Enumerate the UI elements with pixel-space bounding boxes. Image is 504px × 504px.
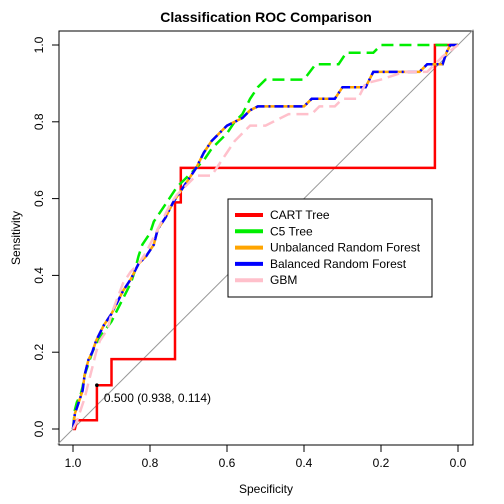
series-line-cart-tree xyxy=(73,43,458,431)
legend-label: CART Tree xyxy=(270,208,330,222)
series-line-gbm xyxy=(71,43,459,430)
x-tick-label: 0.4 xyxy=(296,456,313,470)
threshold-annotation: 0.500 (0.938, 0.114) xyxy=(104,391,211,405)
y-axis-label: Sensitivity xyxy=(9,211,23,265)
legend-label: Unbalanced Random Forest xyxy=(270,241,421,255)
x-tick-label: 0.0 xyxy=(450,456,467,470)
legend: CART Tree C5 Tree Unbalanced Random Forest… xyxy=(227,198,433,298)
y-tick-label: 0.4 xyxy=(32,267,46,284)
chart-title: Classification ROC Comparison xyxy=(160,9,372,25)
series-line-balanced-random-forest xyxy=(71,43,458,430)
plot-area: 0.0 0.2 0.4 0.6 0.8 1.0 1.0 0.8 0.6 0.4 0.2 0.0 0.50… xyxy=(32,29,474,470)
y-tick-label: 0.2 xyxy=(32,344,46,361)
x-tick-label: 0.8 xyxy=(142,456,159,470)
x-tick-label: 1.0 xyxy=(65,456,82,470)
x-axis-label: Specificity xyxy=(239,482,293,496)
y-tick-label: 0.8 xyxy=(32,113,46,130)
x-tick-label: 0.2 xyxy=(373,456,390,470)
legend-label: GBM xyxy=(270,273,297,287)
y-tick-label: 0.0 xyxy=(32,420,46,437)
y-tick-label: 1.0 xyxy=(32,36,46,53)
x-tick-label: 0.6 xyxy=(219,456,236,470)
y-tick-label: 0.6 xyxy=(32,190,46,207)
threshold-point xyxy=(95,383,99,388)
legend-label: C5 Tree xyxy=(270,224,313,238)
legend-label: Balanced Random Forest xyxy=(270,257,407,271)
